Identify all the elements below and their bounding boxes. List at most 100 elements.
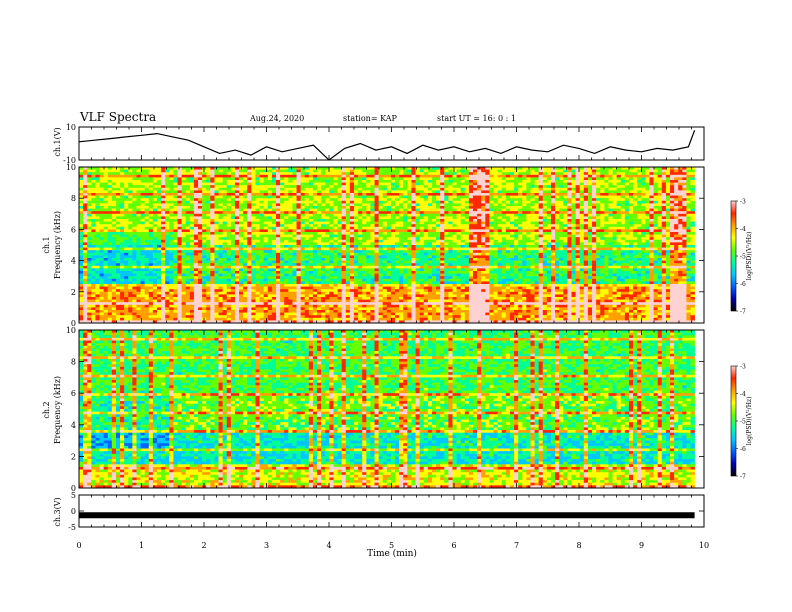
spectrogram-cell — [550, 177, 556, 181]
spectrogram-cell — [370, 169, 375, 173]
spectrogram-cell — [288, 247, 293, 251]
spectrogram-cell — [300, 182, 306, 186]
spectrogram-cell — [415, 219, 420, 222]
spectrogram-cell — [596, 180, 601, 183]
spectrogram-cell — [620, 180, 626, 183]
spectrogram-cell — [592, 242, 597, 246]
spectrogram-cell — [628, 187, 634, 191]
spectrogram-cell — [276, 200, 281, 204]
spectrogram-cell — [473, 190, 478, 194]
spectrogram-cell — [358, 250, 363, 254]
spectrogram-cell — [312, 232, 318, 235]
spectrogram-cell — [312, 169, 318, 173]
spectrogram-cell — [308, 213, 314, 217]
spectrogram-cell — [468, 208, 474, 212]
spectrogram-cell — [423, 187, 429, 191]
spectrogram-cell — [193, 195, 199, 199]
spectrogram-cell — [534, 169, 539, 173]
spectrogram-cell — [501, 219, 507, 222]
spectrogram-cell — [156, 174, 162, 178]
spectrogram-cell — [366, 169, 371, 173]
spectrogram-cell — [534, 190, 539, 194]
spectrogram-cell — [501, 195, 507, 199]
spectrogram-cell — [436, 190, 441, 194]
spectrogram-cell — [440, 195, 445, 199]
spectrogram-cell — [136, 200, 141, 204]
spectrogram-cell — [575, 245, 580, 248]
spectrogram-cell — [423, 193, 429, 196]
spectrogram-cell — [456, 182, 461, 186]
spectrogram-cell — [280, 221, 285, 225]
spectrogram-cell — [649, 174, 654, 178]
spectrogram-cell — [304, 177, 310, 181]
spectrogram-cell — [382, 242, 388, 246]
spectrogram-cell — [79, 245, 84, 248]
spectrogram-cell — [399, 242, 404, 246]
spectrogram-cell — [218, 198, 223, 202]
spectrogram-cell — [111, 190, 117, 194]
spectrogram-cell — [575, 172, 580, 176]
spectrogram-cell — [448, 232, 453, 235]
spectrogram-cell — [616, 242, 622, 246]
spectrogram-cell — [542, 213, 548, 217]
spectrogram-cell — [292, 169, 297, 173]
spectrogram-cell — [156, 185, 162, 189]
spectrogram-cell — [592, 245, 597, 248]
spectrogram-cell — [690, 203, 695, 207]
spectrogram-cell — [79, 239, 84, 243]
spectrogram-cell — [103, 174, 109, 178]
spectrogram-cell — [276, 237, 281, 241]
spectrogram-cell — [583, 232, 589, 235]
spectrogram-cell — [448, 182, 453, 186]
spectrogram-cell — [563, 187, 568, 191]
spectrogram-cell — [321, 177, 326, 181]
spectrogram-cell — [534, 180, 539, 183]
spectrogram-cell — [382, 187, 388, 191]
spectrogram-cell — [620, 229, 626, 233]
spectrogram-cell — [645, 198, 650, 202]
spectrogram-cell — [624, 216, 630, 220]
spectrogram-cell — [271, 242, 277, 246]
spectrogram-cell — [674, 208, 679, 212]
spectrogram-cell — [304, 206, 310, 209]
spectrogram-cell — [177, 221, 182, 225]
spectrogram-cell — [239, 221, 244, 225]
spectrogram-cell — [559, 198, 564, 202]
spectrogram-cell — [161, 206, 166, 209]
spectrogram-cell — [280, 232, 285, 235]
spectrogram-cell — [526, 242, 531, 246]
spectrogram-cell — [587, 211, 593, 215]
spectrogram-cell — [353, 198, 359, 202]
spectrogram-cell — [337, 224, 342, 228]
spectrogram-cell — [415, 216, 420, 220]
spectrogram-cell — [198, 177, 203, 181]
spectrogram-cell — [514, 200, 519, 204]
spectrogram-cell — [304, 172, 310, 176]
spectrogram-cell — [473, 211, 478, 215]
spectrogram-cell — [374, 177, 379, 181]
spectrogram-cell — [111, 167, 117, 170]
spectrogram-cell — [358, 172, 363, 176]
spectrogram-cell — [571, 247, 576, 251]
spectrogram-cell — [620, 177, 626, 181]
spectrogram-cell — [87, 182, 92, 186]
spectrogram-cell — [222, 200, 228, 204]
spectrogram-cell — [107, 234, 113, 238]
spectrogram-cell — [366, 182, 371, 186]
spectrogram-cell — [234, 237, 240, 241]
spectrogram-cell — [218, 250, 223, 254]
spectrogram-cell — [415, 172, 420, 176]
spectrogram-cell — [173, 216, 178, 220]
spectrogram-cell — [608, 213, 613, 217]
spectrogram-cell — [120, 245, 125, 248]
spectrogram-cell — [230, 182, 236, 186]
spectrogram-cell — [686, 237, 691, 241]
spectrogram-cell — [616, 182, 622, 186]
spectrogram-cell — [300, 247, 306, 251]
spectrogram-cell — [202, 182, 207, 186]
spectrogram-cell — [431, 213, 437, 217]
spectrogram-cell — [678, 213, 683, 217]
spectrogram-cell — [333, 213, 338, 217]
spectrogram-cell — [284, 195, 289, 199]
spectrogram-cell — [185, 229, 191, 233]
